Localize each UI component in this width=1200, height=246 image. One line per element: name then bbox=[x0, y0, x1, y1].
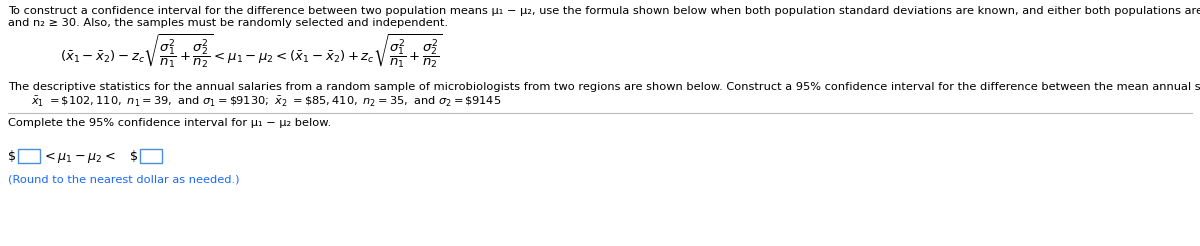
Text: To construct a confidence interval for the difference between two population mea: To construct a confidence interval for t… bbox=[8, 6, 1200, 16]
Text: $: $ bbox=[8, 150, 16, 163]
Text: Complete the 95% confidence interval for μ₁ − μ₂ below.: Complete the 95% confidence interval for… bbox=[8, 118, 331, 128]
Text: and n₂ ≥ 30. Also, the samples must be randomly selected and independent.: and n₂ ≥ 30. Also, the samples must be r… bbox=[8, 18, 448, 28]
Text: (Round to the nearest dollar as needed.): (Round to the nearest dollar as needed.) bbox=[8, 175, 240, 185]
Text: $<\mu_1-\mu_2<$: $<\mu_1-\mu_2<$ bbox=[42, 150, 115, 165]
Bar bbox=[140, 149, 162, 163]
Bar bbox=[18, 149, 40, 163]
Text: $\quad\bar{x}_1$ $= \$102,110,\ n_1 = 39,\ \mathrm{and}\ \sigma_1 = \$9130;\ $$\: $\quad\bar{x}_1$ $= \$102,110,\ n_1 = 39… bbox=[20, 94, 502, 108]
Text: The descriptive statistics for the annual salaries from a random sample of micro: The descriptive statistics for the annua… bbox=[8, 82, 1200, 92]
Text: $: $ bbox=[130, 150, 138, 163]
Text: $\left(\bar{x}_1-\bar{x}_2\right)-z_c\sqrt{\dfrac{\sigma_1^2}{n_1}+\dfrac{\sigma: $\left(\bar{x}_1-\bar{x}_2\right)-z_c\sq… bbox=[60, 32, 443, 70]
